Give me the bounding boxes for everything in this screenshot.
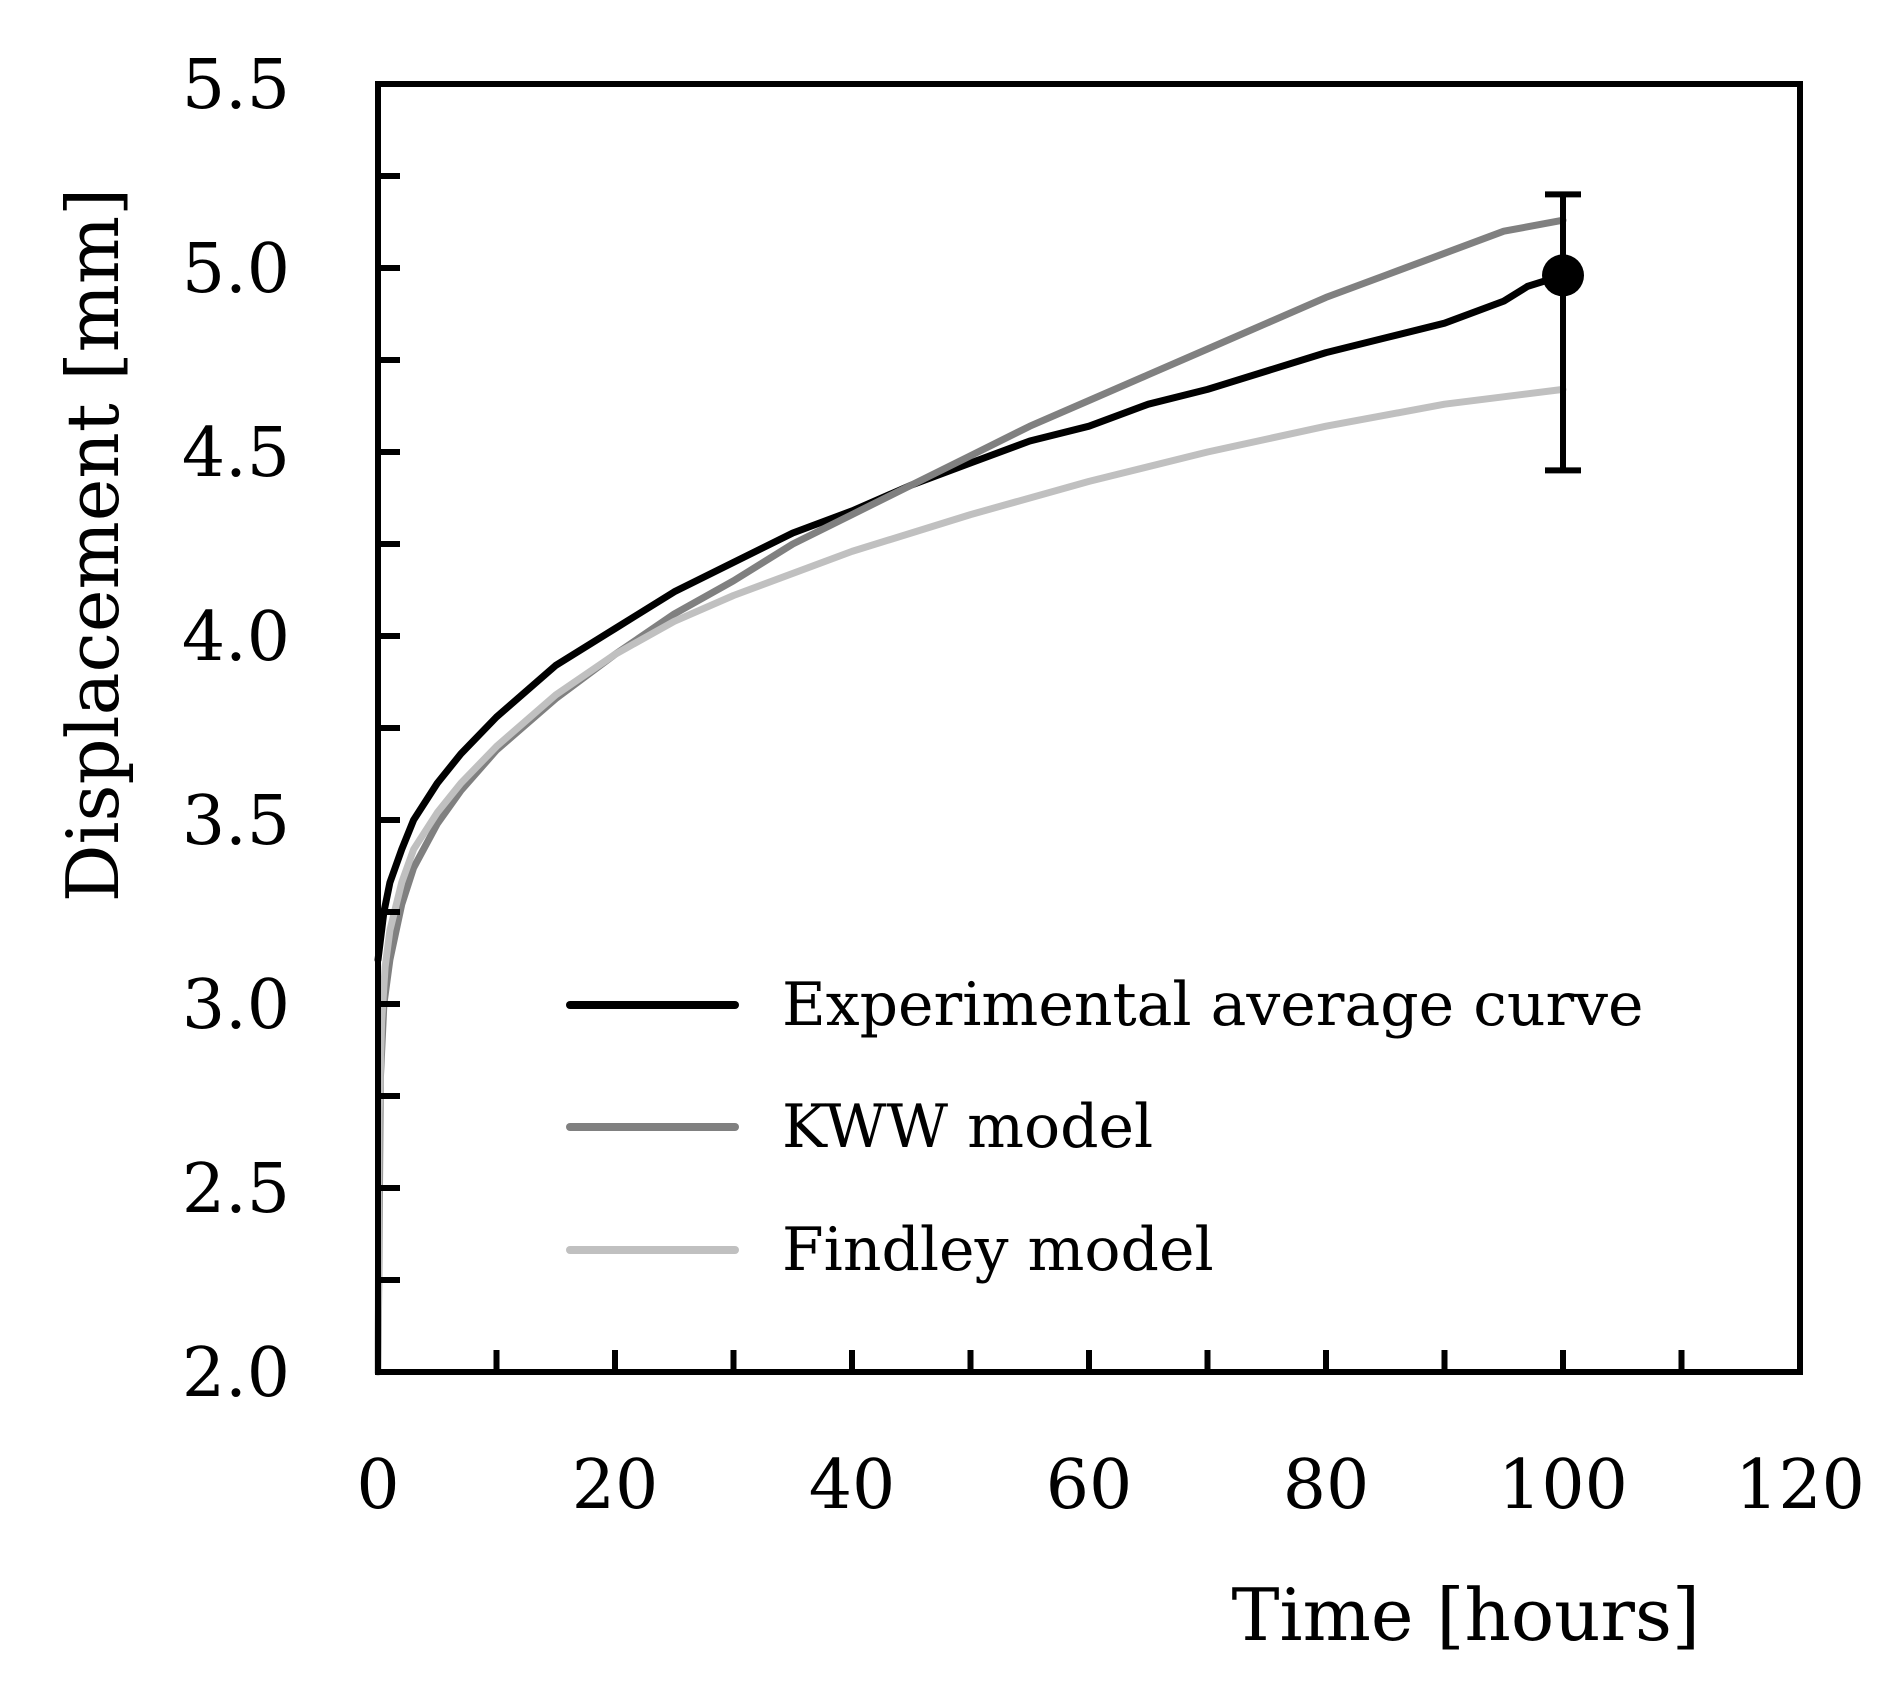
kww-model-legend-label: KWW model	[782, 1092, 1153, 1162]
y-tick-label: 2.5	[182, 1150, 290, 1229]
x-tick-label: 20	[572, 1446, 659, 1525]
errorbar-layer	[1542, 191, 1584, 474]
y-tick-label: 3.0	[182, 966, 290, 1045]
label-layer: 0 20 40 60 80 100 120 2.0 2.5 3.0 3.5 4.0 4.5 5.0 5.5	[182, 46, 1865, 1525]
legend-layer: Experimental average curve KWW model Findl…	[566, 970, 1644, 1285]
x-tick-label: 100	[1498, 1446, 1628, 1525]
y-axis-title: Displacement [mm]	[51, 188, 135, 902]
findley-model-line	[374, 385, 1567, 1376]
y-tick-label: 4.5	[182, 414, 290, 493]
kww-model-line	[374, 216, 1567, 1376]
tick-layer	[378, 173, 1685, 1372]
y-tick-label: 4.0	[182, 598, 290, 677]
x-tick-label: 40	[809, 1446, 896, 1525]
y-tick-label: 2.0	[182, 1334, 290, 1413]
y-tick-label: 3.5	[182, 782, 290, 861]
series-layer	[374, 216, 1567, 1376]
x-tick-label: 80	[1283, 1446, 1370, 1525]
x-tick-label: 0	[356, 1446, 399, 1525]
x-tick-label: 60	[1046, 1446, 1133, 1525]
x-axis-title: Time [hours]	[1232, 1573, 1700, 1657]
y-tick-label: 5.5	[182, 46, 290, 125]
endpoint-marker	[1542, 254, 1584, 297]
y-tick-label: 5.0	[182, 230, 290, 309]
experimental-average-curve-legend-label: Experimental average curve	[782, 970, 1644, 1040]
findley-model-legend-label: Findley model	[782, 1215, 1214, 1285]
x-tick-label: 120	[1735, 1446, 1865, 1525]
